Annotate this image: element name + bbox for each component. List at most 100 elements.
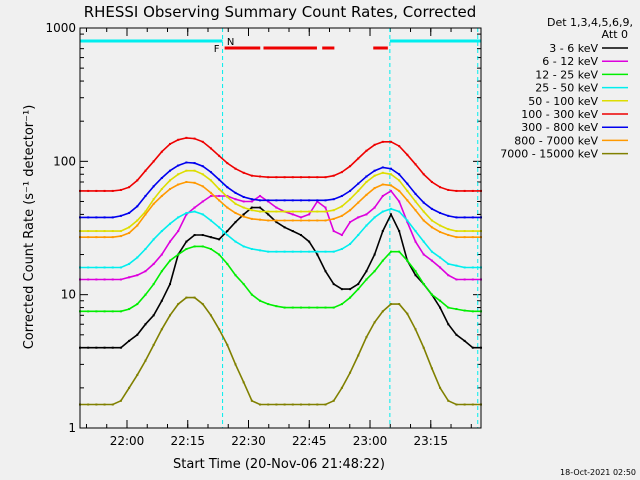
- series-point: [193, 234, 196, 237]
- series-point: [447, 214, 450, 217]
- series-point: [324, 250, 327, 253]
- series-point: [349, 165, 352, 168]
- series-point: [414, 270, 417, 273]
- series-point: [242, 206, 245, 209]
- series-point: [316, 306, 319, 309]
- series-point: [144, 194, 147, 197]
- series-point: [209, 194, 212, 197]
- series-point: [103, 403, 106, 406]
- series-point: [275, 210, 278, 213]
- series-point: [160, 253, 163, 256]
- series-point: [332, 283, 335, 286]
- legend-label: 300 - 800 keV: [521, 121, 598, 134]
- series-point: [324, 219, 327, 222]
- series-point: [455, 216, 458, 219]
- series-point: [103, 266, 106, 269]
- x-tick-label: 23:00: [353, 434, 388, 448]
- series-point: [365, 213, 368, 216]
- series-point: [128, 276, 131, 279]
- series-point: [160, 150, 163, 153]
- x-tick-label: 22:00: [110, 434, 145, 448]
- series-point: [316, 199, 319, 202]
- series-point: [471, 236, 474, 239]
- series-point: [349, 198, 352, 201]
- chart-title: RHESSI Observing Summary Count Rates, Co…: [84, 3, 477, 21]
- series-point: [324, 210, 327, 213]
- series-point: [283, 219, 286, 222]
- series-point: [365, 193, 368, 196]
- series-point: [365, 149, 368, 152]
- series-point: [242, 381, 245, 384]
- series-point: [209, 314, 212, 317]
- series-point: [136, 303, 139, 306]
- series-point: [340, 214, 343, 217]
- series-point: [226, 234, 229, 237]
- series-point: [340, 234, 343, 237]
- series-point: [430, 226, 433, 229]
- series-point: [447, 262, 450, 265]
- series-point: [398, 173, 401, 176]
- series-point: [259, 206, 262, 209]
- series-point: [152, 185, 155, 188]
- series-point: [275, 206, 278, 209]
- series-point: [169, 259, 172, 262]
- series-point: [209, 147, 212, 150]
- series-point: [299, 176, 302, 179]
- series-point: [185, 296, 188, 299]
- series-point: [87, 310, 90, 313]
- series-point: [406, 182, 409, 185]
- legend-label: 100 - 300 keV: [521, 108, 598, 121]
- series-point: [439, 299, 442, 302]
- legend-label: 25 - 50 keV: [535, 82, 598, 95]
- series-point: [299, 210, 302, 213]
- series-point: [406, 312, 409, 315]
- series-point: [340, 288, 343, 291]
- series-point: [275, 403, 278, 406]
- series-point: [193, 162, 196, 165]
- series-point: [398, 145, 401, 148]
- legend-label: 50 - 100 keV: [528, 95, 598, 108]
- series-point: [439, 231, 442, 234]
- series-point: [177, 216, 180, 219]
- series-point: [463, 266, 466, 269]
- series-point: [414, 163, 417, 166]
- series-point: [332, 230, 335, 233]
- series-point: [267, 200, 270, 203]
- series-point: [218, 253, 221, 256]
- series-point: [340, 248, 343, 251]
- series-point: [136, 219, 139, 222]
- series-point: [373, 253, 376, 256]
- series-point: [226, 262, 229, 265]
- series-point: [349, 296, 352, 299]
- series-point: [87, 236, 90, 239]
- series-point: [275, 221, 278, 224]
- series-point: [111, 266, 114, 269]
- series-point: [299, 234, 302, 237]
- y-axis-label: Corrected Count Rate (s⁻¹ detector⁻¹): [22, 105, 37, 350]
- legend-label: 7000 - 15000 keV: [500, 148, 598, 161]
- series-point: [267, 213, 270, 216]
- series-point: [324, 403, 327, 406]
- series-point: [136, 373, 139, 376]
- series-point: [111, 236, 114, 239]
- series-point: [144, 169, 147, 172]
- series-point: [119, 310, 122, 313]
- series-point: [119, 278, 122, 281]
- series-point: [340, 171, 343, 174]
- series-point: [128, 226, 131, 229]
- series-point: [365, 278, 368, 281]
- series-point: [250, 198, 253, 201]
- series-point: [308, 240, 311, 243]
- series-point: [152, 238, 155, 241]
- series-point: [381, 171, 384, 174]
- series-point: [250, 174, 253, 177]
- series-point: [471, 266, 474, 269]
- series-point: [136, 274, 139, 277]
- series-point: [201, 140, 204, 143]
- series-point: [414, 230, 417, 233]
- series-point: [95, 230, 98, 233]
- series-point: [291, 213, 294, 216]
- series-point: [87, 403, 90, 406]
- series-point: [201, 234, 204, 237]
- series-point: [291, 306, 294, 309]
